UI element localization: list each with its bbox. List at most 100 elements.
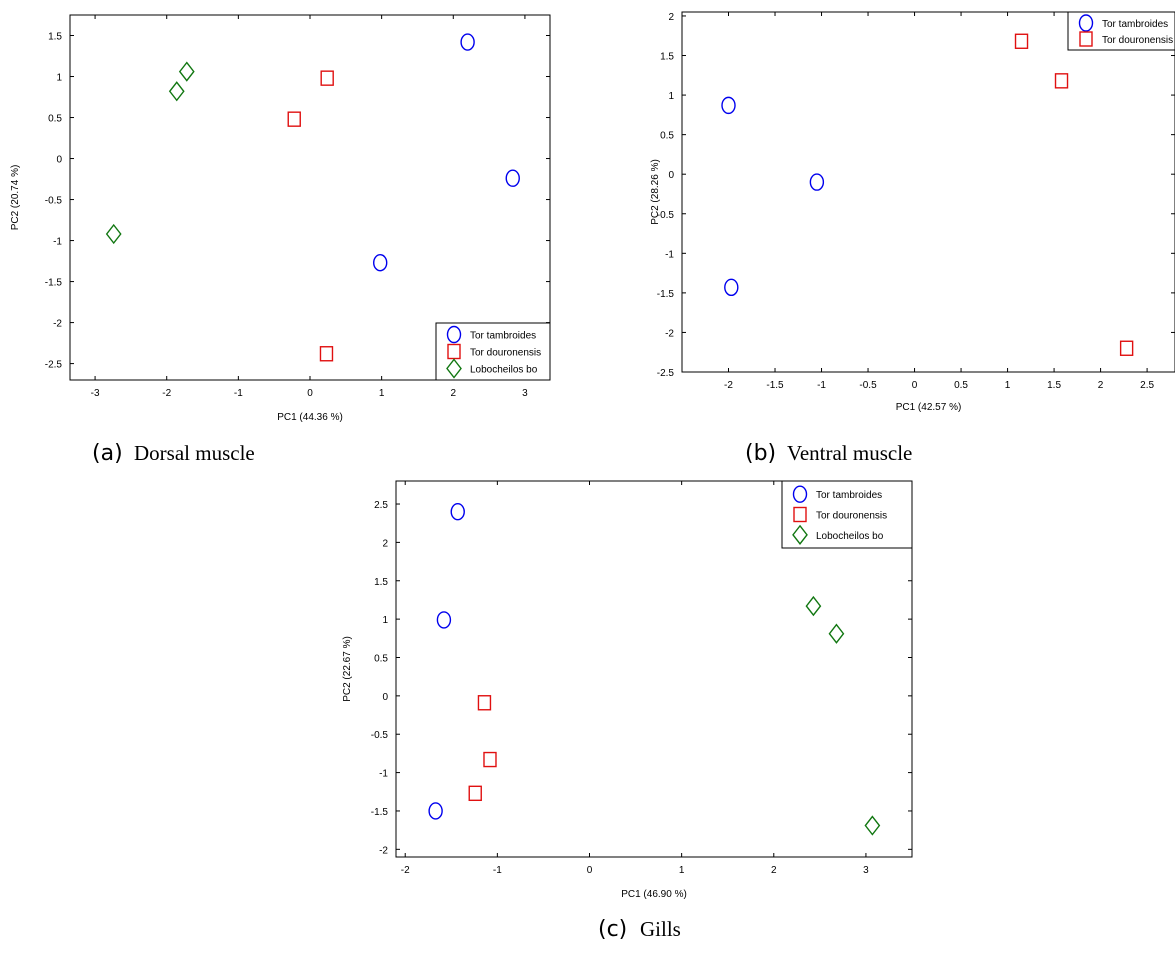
x-tick-label: -2: [162, 388, 171, 399]
legend-marker-tor-douronensis: [793, 506, 807, 523]
plot-frame: [681, 11, 1175, 373]
x-tick-label: -3: [91, 388, 100, 399]
x-tick-label: 3: [863, 865, 869, 876]
x-tick-label: 0: [587, 865, 593, 876]
x-tick-label: 0: [307, 388, 313, 399]
x-tick-label: -1: [493, 865, 502, 876]
x-axis-label: PC1 (46.90 %): [621, 889, 687, 900]
x-tick-label: 3: [522, 388, 528, 399]
x-tick-label: 0.5: [954, 380, 968, 391]
x-axis-label: PC1 (42.57 %): [896, 402, 962, 413]
caption-text: Ventral muscle: [787, 441, 912, 465]
legend-label-lobocheilos-bo: Lobocheilos bo: [470, 365, 538, 376]
x-tick-label: 2.5: [1140, 380, 1154, 391]
legend-tor-tambroides-point-1: [446, 325, 462, 344]
legend: Tor tambroides Tor douronensis Lobocheilos…: [781, 480, 913, 549]
caption-letter: (a): [92, 441, 123, 466]
x-axis-label: PC1 (44.36 %): [277, 412, 343, 423]
tor-douronensis-point-1: [320, 70, 334, 86]
lobocheilos-bo-point-3: [105, 223, 122, 245]
tor-tambroides-point-3: [724, 278, 739, 297]
x-tick-label: 2: [771, 865, 777, 876]
tor-tambroides-point-2: [505, 169, 520, 187]
lobocheilos-bo-point-2: [828, 623, 845, 644]
tor-tambroides-point-1: [450, 502, 465, 521]
legend: Tor tambroides Tor douronensis Lobocheilos…: [435, 322, 551, 381]
caption-text: Dorsal muscle: [134, 441, 255, 465]
x-tick-label: -2: [724, 380, 733, 391]
lobocheilos-bo-point-1: [805, 595, 822, 617]
y-tick-label: 0: [382, 692, 388, 703]
legend-tor-tambroides-point-1: [792, 485, 808, 503]
y-axis-label: PC2 (20.74 %): [10, 165, 21, 231]
x-tick-label: 2: [451, 388, 457, 399]
lobocheilos-bo-point-3: [864, 815, 881, 836]
tor-douronensis-point-2: [287, 111, 301, 127]
tor-douronensis-point-3: [1119, 340, 1134, 356]
y-axis-label: PC2 (22.67 %): [342, 636, 353, 702]
y-tick-label: -2.5: [45, 360, 63, 371]
x-tick-label: 1: [379, 388, 385, 399]
legend-label-tor-tambroides: Tor tambroides: [1102, 19, 1168, 30]
series-tor-douronensis: [468, 695, 497, 802]
legend-label-lobocheilos-bo: Lobocheilos bo: [816, 531, 884, 542]
tor-tambroides-point-3: [428, 802, 443, 820]
caption-letter: (b): [745, 441, 776, 466]
series-lobocheilos-bo: [805, 595, 881, 836]
legend-box: [435, 322, 551, 381]
tor-tambroides-point-1: [721, 96, 736, 115]
legend-lobocheilos-bo-point-1: [446, 358, 462, 379]
x-tick-label: 1: [679, 865, 685, 876]
y-tick-label: 2.5: [374, 500, 388, 511]
legend-tor-douronensis-point-1: [793, 506, 807, 523]
legend-label-tor-tambroides: Tor tambroides: [816, 490, 882, 501]
series-lobocheilos-bo: [105, 61, 195, 245]
y-tick-label: -0.5: [371, 730, 389, 741]
legend-label-tor-douronensis: Tor douronensis: [1102, 35, 1173, 46]
y-tick-label: 1.5: [660, 52, 674, 63]
tor-douronensis-point-1: [477, 695, 492, 711]
x-tick-label: 2: [1098, 380, 1104, 391]
tor-tambroides-point-2: [809, 173, 825, 191]
y-tick-label: 0.5: [374, 653, 388, 664]
legend-label-tor-tambroides: Tor tambroides: [470, 331, 536, 342]
x-tick-label: 0: [912, 380, 918, 391]
caption: (c) Gills: [598, 917, 681, 942]
y-tick-label: -1.5: [45, 278, 63, 289]
legend-lobocheilos-bo-point-1: [792, 524, 808, 545]
y-axis-label: PC2 (28.26 %): [650, 159, 661, 225]
caption-text: Gills: [640, 917, 681, 941]
x-tick-label: -1.5: [766, 380, 784, 391]
y-tick-label: -1: [665, 249, 674, 260]
y-tick-label: 0: [668, 170, 674, 181]
tor-douronensis-point-3: [468, 785, 482, 802]
tor-douronensis-point-3: [319, 346, 334, 362]
legend-tor-douronensis-point-1: [1079, 31, 1093, 47]
legend-label-tor-douronensis: Tor douronensis: [470, 348, 541, 359]
legend: Tor tambroides Tor douronensis: [1067, 11, 1175, 51]
tor-tambroides-point-3: [373, 254, 388, 272]
y-tick-label: 0.5: [660, 131, 674, 142]
y-tick-label: -2: [665, 328, 674, 339]
legend-tor-tambroides-point-1: [1078, 14, 1094, 32]
tor-douronensis-point-1: [1014, 33, 1029, 49]
legend-marker-tor-tambroides: [792, 485, 808, 503]
caption: (b) Ventral muscle: [745, 441, 912, 466]
y-tick-label: -2: [379, 845, 388, 856]
y-tick-label: -1: [53, 237, 62, 248]
tor-douronensis-point-2: [483, 751, 497, 768]
y-tick-label: 1: [56, 73, 62, 84]
x-tick-label: 1: [1005, 380, 1011, 391]
y-tick-label: 1.5: [48, 32, 62, 43]
y-tick-label: 0.5: [48, 114, 62, 125]
legend-label-tor-douronensis: Tor douronensis: [816, 511, 887, 522]
panel-ventral-muscle: -2 -1.5 -1 -0.5 0 0.5 1 1.5 2 2.5 -2.5 -2 -1.5 -1 -0.5…: [650, 11, 1175, 466]
lobocheilos-bo-point-1: [178, 61, 195, 82]
series-tor-tambroides: [428, 502, 465, 820]
legend-box: [781, 480, 913, 549]
y-tick-label: 2: [668, 12, 674, 23]
lobocheilos-bo-point-2: [168, 81, 185, 102]
series-tor-douronensis: [1014, 33, 1134, 356]
tor-tambroides-point-1: [460, 33, 475, 51]
y-tick-label: 1: [668, 91, 674, 102]
